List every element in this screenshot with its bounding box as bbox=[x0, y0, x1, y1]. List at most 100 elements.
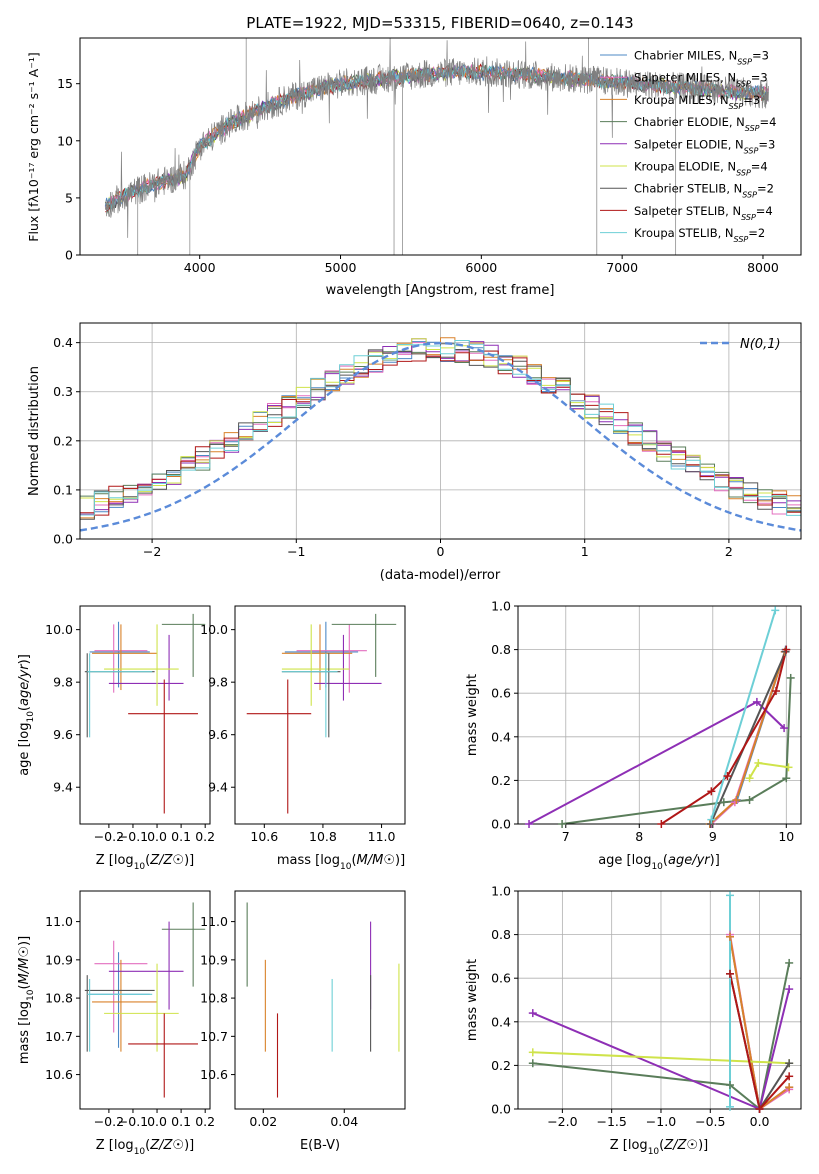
x-tick-label: 6000 bbox=[465, 260, 497, 275]
y-tick-label: 0 bbox=[65, 248, 73, 263]
panel-age-vs-Z: −0.2−0.10.0 0.1 0.29.49.69.810.0Z [log10(Z… bbox=[17, 605, 215, 872]
x-axis-label: Z [log10(Z/Z☉)] bbox=[96, 853, 194, 872]
y-tick-label: 1.0 bbox=[491, 884, 511, 899]
y-tick-label: 15 bbox=[57, 76, 73, 91]
x-tick-label: 10 bbox=[778, 829, 794, 844]
weight-line bbox=[532, 962, 791, 1109]
x-tick-label: 0.2 bbox=[195, 1114, 215, 1129]
legend-text: Salpeter STELIB, N bbox=[634, 204, 741, 218]
x-tick-label: 0.0 bbox=[147, 829, 167, 844]
y-tick-label: 9.4 bbox=[208, 780, 228, 795]
legend-text: Chabrier MILES, N bbox=[634, 49, 737, 63]
y-tick-label: 5 bbox=[65, 190, 73, 205]
legend-label: Chabrier MILES, NSSP=3 bbox=[634, 49, 769, 67]
y-axis-label: age [log10(age/yr)] bbox=[17, 654, 36, 776]
x-tick-label: 0.02 bbox=[249, 1114, 277, 1129]
legend-text: =3 bbox=[743, 93, 760, 107]
label-sub: 10 bbox=[134, 1147, 146, 1157]
x-tick-label: 0.0 bbox=[750, 1114, 770, 1129]
label-part: Z [log bbox=[610, 1138, 648, 1153]
x-axis-label: E(B-V) bbox=[300, 1138, 340, 1153]
label-part: ( bbox=[663, 853, 668, 868]
x-tick-label: 8000 bbox=[747, 260, 779, 275]
label-italic: age/yr bbox=[668, 853, 711, 868]
frame: −0.2−0.10.0 0.1 0.2 9.4 9.6 9.8 10.0 bbox=[45, 605, 215, 844]
legend-text: =4 bbox=[751, 160, 768, 174]
x-tick-label: −0.1 bbox=[118, 829, 148, 844]
y-tick-label: 9.6 bbox=[53, 727, 73, 742]
plot-area-residuals bbox=[80, 337, 801, 539]
legend-text: =2 bbox=[748, 226, 765, 240]
weight-line bbox=[729, 936, 790, 1109]
frame: 0.02 0.04 10.6 10.7 10.8 10.9 11.0 bbox=[200, 890, 406, 1129]
legend-text: Chabrier STELIB, N bbox=[634, 182, 742, 196]
label-italic: age/yr bbox=[17, 663, 32, 706]
legend-sub: SSP bbox=[742, 190, 757, 199]
label-part: )] bbox=[184, 1138, 194, 1153]
frame: 7 8 9 10 0.0 0.2 0.4 0.6 0.8 1.0 bbox=[491, 599, 802, 844]
label-sub: 10 bbox=[26, 711, 36, 723]
panel-mass-vs-Z: −0.2−0.10.0 0.1 0.2 10.6 10.7 10.8 10.9 11.0 Z [… bbox=[17, 890, 215, 1157]
x-tick-label: 2 bbox=[725, 544, 733, 559]
label-part: Z [log bbox=[96, 1138, 134, 1153]
y-tick-label: 10 bbox=[57, 133, 73, 148]
legend-sub: SSP bbox=[729, 101, 744, 110]
label-part: ( bbox=[145, 853, 150, 868]
plot-area-age-vs-mass bbox=[246, 613, 397, 814]
legend-text: Kroupa STELIB, N bbox=[634, 226, 734, 240]
panel-spectrum: 4000 5000 6000 7000 8000 0 5 10 15 Chabrier MILES… bbox=[26, 37, 802, 298]
y-tick-label: 9.8 bbox=[53, 675, 73, 690]
label-part: ( bbox=[17, 706, 32, 711]
plot-area-mass-weight-vs-Z bbox=[532, 895, 791, 1109]
legend-text: =2 bbox=[757, 182, 774, 196]
y-tick-label: 9.8 bbox=[208, 675, 228, 690]
y-tick-label: 0.1 bbox=[53, 482, 73, 497]
label-sub: 10 bbox=[340, 862, 352, 872]
y-tick-label: 0.2 bbox=[491, 773, 511, 788]
x-tick-label: 1 bbox=[581, 544, 589, 559]
y-tick-label: 0.4 bbox=[53, 335, 73, 350]
legend-sub: SSP bbox=[745, 124, 760, 133]
y-axis-label: Normed distribution bbox=[27, 366, 42, 496]
x-tick-label: 5000 bbox=[325, 260, 357, 275]
label-part: age [log bbox=[598, 853, 651, 868]
weight-line bbox=[729, 973, 790, 1109]
x-tick-label: 4000 bbox=[184, 260, 216, 275]
plot-frame bbox=[79, 37, 802, 256]
residual-histogram bbox=[80, 350, 801, 539]
y-tick-label: 9.6 bbox=[208, 727, 228, 742]
y-tick-label: 0.0 bbox=[491, 1102, 511, 1117]
x-tick-label: 7000 bbox=[606, 260, 638, 275]
y-tick-label: 0.0 bbox=[53, 532, 73, 547]
x-tick-label: 10.8 bbox=[309, 829, 337, 844]
x-tick-label: −2.0 bbox=[547, 1114, 577, 1129]
label-part: )] bbox=[17, 936, 32, 946]
legend-label: Kroupa ELODIE, NSSP=4 bbox=[634, 160, 768, 178]
plot-frame bbox=[79, 890, 211, 1110]
x-tick-label: −0.2 bbox=[94, 829, 124, 844]
x-tick-label: −2 bbox=[143, 544, 161, 559]
plot-frame bbox=[79, 605, 211, 825]
y-tick-label: 0.0 bbox=[491, 817, 511, 832]
label-sub: 10 bbox=[651, 862, 663, 872]
y-tick-label: 10.9 bbox=[200, 952, 228, 967]
y-tick-label: 0.8 bbox=[491, 642, 511, 657]
legend-text: =3 bbox=[752, 49, 769, 63]
x-tick-label: 0.1 bbox=[171, 1114, 191, 1129]
weight-line bbox=[710, 610, 777, 820]
y-tick-label: 0.4 bbox=[491, 729, 511, 744]
legend-sub: SSP bbox=[744, 146, 759, 155]
legend-text: =3 bbox=[758, 137, 775, 151]
legend-label: Chabrier STELIB, NSSP=2 bbox=[634, 182, 774, 200]
label-part: mass [log bbox=[277, 853, 340, 868]
legend-sub: SSP bbox=[736, 79, 751, 88]
label-part: )] bbox=[698, 1138, 708, 1153]
x-tick-label: 9 bbox=[709, 829, 717, 844]
y-tick-label: 0.2 bbox=[491, 1058, 511, 1073]
legend-label: Kroupa STELIB, NSSP=2 bbox=[634, 226, 765, 244]
x-tick-label: 8 bbox=[635, 829, 643, 844]
legend-label: Salpeter MILES, NSSP=3 bbox=[634, 71, 768, 89]
panel-age-vs-mass: 10.6 10.8 11.0 9.4 9.6 9.8 10.0 mass [log10(M/M… bbox=[200, 605, 406, 872]
x-axis-label: mass [log10(M/M☉)] bbox=[277, 853, 405, 872]
